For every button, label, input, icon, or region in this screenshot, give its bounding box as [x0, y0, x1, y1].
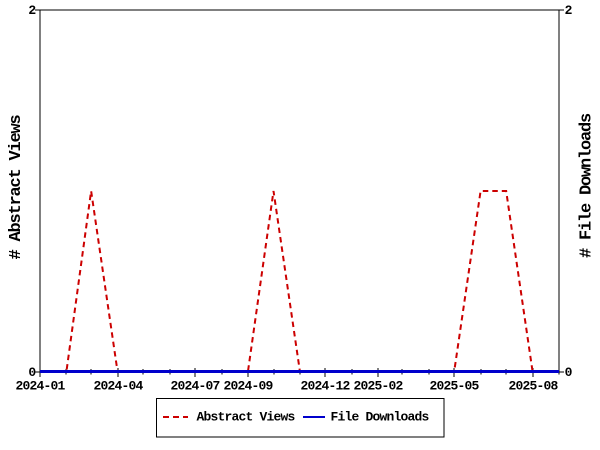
svg-text:2024-04: 2024-04: [93, 379, 143, 394]
svg-text:# File Downloads: # File Downloads: [578, 113, 597, 258]
svg-text:File Downloads: File Downloads: [331, 410, 430, 425]
svg-text:2: 2: [28, 3, 36, 18]
svg-text:2024-12: 2024-12: [300, 379, 350, 394]
svg-text:2024-07: 2024-07: [170, 379, 219, 394]
svg-text:2025-08: 2025-08: [508, 379, 558, 394]
svg-text:2024-01: 2024-01: [15, 379, 65, 394]
svg-text:2025-02: 2025-02: [353, 379, 403, 394]
svg-text:2025-05: 2025-05: [429, 379, 479, 394]
svg-text:2024-09: 2024-09: [223, 379, 273, 394]
svg-text:2: 2: [565, 3, 573, 18]
svg-text:# Abstract Views: # Abstract Views: [7, 114, 26, 259]
svg-text:0: 0: [565, 365, 573, 380]
svg-text:Abstract Views: Abstract Views: [197, 410, 296, 425]
svg-text:0: 0: [28, 365, 36, 380]
